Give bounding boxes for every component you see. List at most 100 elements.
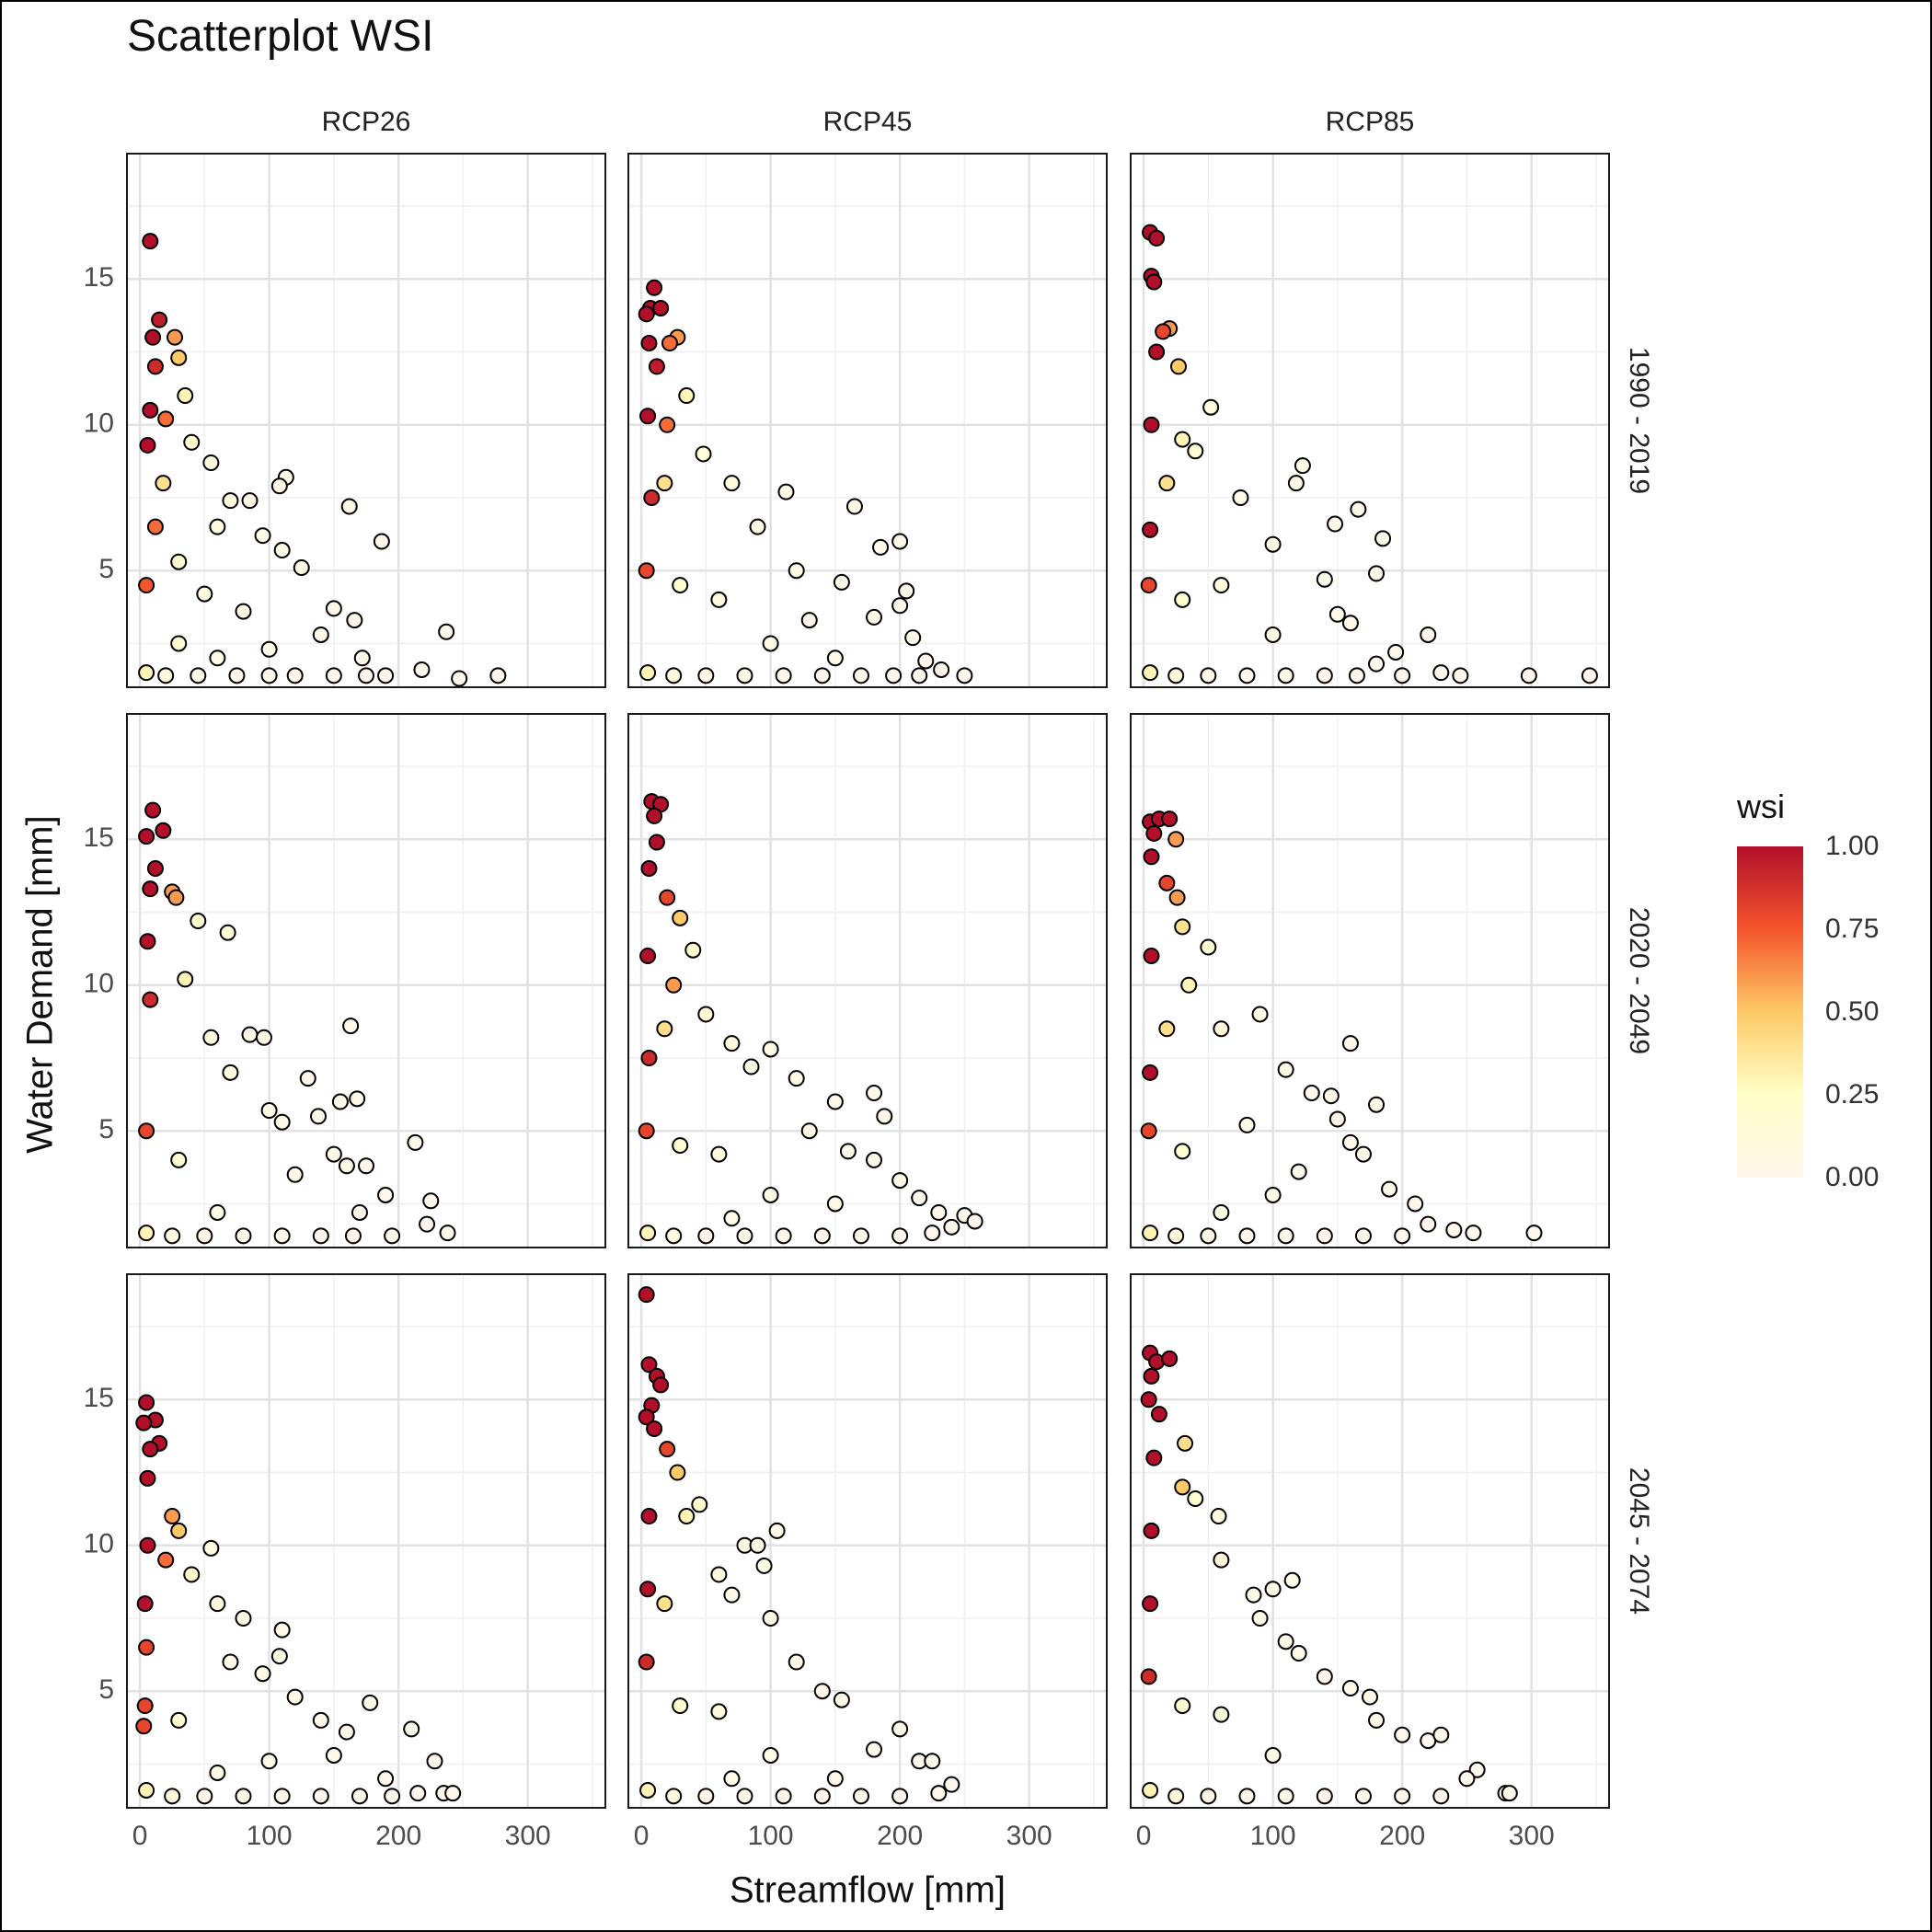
data-point xyxy=(1200,938,1217,956)
data-point xyxy=(1142,1064,1159,1081)
data-point xyxy=(1368,1096,1386,1113)
data-point xyxy=(273,1788,291,1805)
chart-title: Scatterplot WSI xyxy=(127,12,434,61)
data-point xyxy=(659,416,676,433)
data-point xyxy=(1362,1688,1378,1706)
data-point xyxy=(349,1090,366,1108)
data-point xyxy=(933,661,950,678)
x-axis-label: Streamflow [mm] xyxy=(729,1869,1006,1911)
data-point xyxy=(1303,1085,1320,1102)
data-point xyxy=(167,889,185,906)
data-point xyxy=(1316,1668,1333,1685)
y-tick-label: 10 xyxy=(84,408,114,439)
data-point xyxy=(1341,1035,1359,1052)
data-point xyxy=(1145,273,1163,291)
data-point xyxy=(697,1788,715,1805)
data-point xyxy=(891,1720,909,1738)
data-point xyxy=(1167,667,1185,684)
data-point xyxy=(1213,577,1230,594)
data-point xyxy=(286,667,304,684)
facet-row-label: 2045 - 2074 xyxy=(1624,1467,1654,1615)
y-tick-label: 15 xyxy=(84,1383,114,1413)
data-point xyxy=(325,600,342,617)
data-point xyxy=(1167,831,1185,848)
data-point xyxy=(451,670,468,687)
data-point xyxy=(891,1172,909,1190)
facet-row-label: 1990 - 2019 xyxy=(1624,347,1654,494)
data-point xyxy=(1341,615,1359,632)
data-point xyxy=(1202,398,1220,416)
data-point xyxy=(1140,577,1157,594)
data-point xyxy=(1264,1186,1282,1203)
panel-background xyxy=(1131,154,1609,687)
data-point xyxy=(1264,1581,1282,1598)
data-point xyxy=(891,1788,909,1805)
data-point xyxy=(1174,1478,1191,1496)
data-point xyxy=(640,335,658,352)
data-point xyxy=(1341,1680,1359,1697)
data-point xyxy=(813,1683,831,1700)
panel-background xyxy=(1131,714,1609,1248)
panel-border xyxy=(627,713,1108,1248)
x-tick-label: 300 xyxy=(1509,1821,1555,1851)
panel-border xyxy=(627,1273,1108,1809)
data-point xyxy=(325,1746,342,1764)
panel-border xyxy=(1130,1273,1610,1809)
facet-column-label: RCP26 xyxy=(322,107,411,137)
data-point xyxy=(1368,1711,1386,1729)
data-point xyxy=(1200,667,1217,684)
data-point xyxy=(202,1539,220,1557)
data-point xyxy=(1213,1551,1230,1569)
data-point xyxy=(325,1145,342,1163)
data-point xyxy=(1238,667,1256,684)
data-point xyxy=(1354,1227,1372,1245)
data-point xyxy=(656,1595,673,1613)
y-tick-label: 10 xyxy=(84,1529,114,1559)
data-point xyxy=(384,1788,401,1805)
data-point xyxy=(742,1058,760,1075)
data-point xyxy=(1432,1788,1450,1805)
data-point xyxy=(1251,1006,1269,1023)
data-point xyxy=(202,1029,220,1046)
data-point xyxy=(1142,1781,1159,1799)
data-point xyxy=(344,1227,362,1245)
x-tick-label: 200 xyxy=(877,1821,923,1851)
data-point xyxy=(1177,1434,1194,1452)
data-point xyxy=(678,1508,696,1525)
data-point xyxy=(723,1035,741,1052)
legend-tick-label: 1.00 xyxy=(1825,831,1880,861)
data-point xyxy=(138,664,155,682)
data-point xyxy=(136,1595,154,1613)
data-point xyxy=(1187,443,1204,460)
data-point xyxy=(736,1788,753,1805)
data-point xyxy=(640,859,658,877)
data-point xyxy=(170,349,188,366)
data-point xyxy=(665,976,683,994)
data-point xyxy=(139,1536,156,1554)
data-point xyxy=(1264,1746,1282,1764)
data-point xyxy=(377,1186,395,1203)
data-point xyxy=(164,1508,181,1525)
data-point xyxy=(845,498,863,515)
data-point xyxy=(866,1741,883,1758)
data-point xyxy=(646,807,663,824)
data-point xyxy=(672,909,689,926)
data-point xyxy=(762,635,779,652)
x-tick-label: 300 xyxy=(1006,1821,1052,1851)
data-point xyxy=(273,1621,291,1639)
data-point xyxy=(891,1227,909,1245)
data-point xyxy=(325,667,342,684)
data-point xyxy=(826,1195,844,1213)
data-point xyxy=(1232,489,1249,506)
data-point xyxy=(196,585,213,603)
data-point xyxy=(1143,948,1160,965)
data-point xyxy=(777,483,795,500)
data-point xyxy=(1140,1122,1157,1140)
data-point xyxy=(151,311,168,328)
data-point xyxy=(139,436,156,454)
data-point xyxy=(286,1166,304,1183)
data-point xyxy=(876,1108,893,1125)
y-tick-label: 10 xyxy=(84,969,114,999)
data-point xyxy=(254,1665,271,1683)
